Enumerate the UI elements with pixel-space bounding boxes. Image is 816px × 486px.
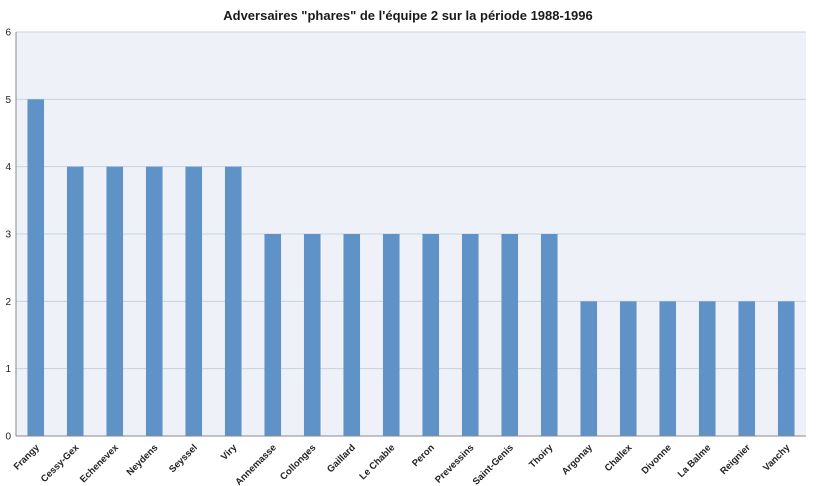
x-tick-label: Peron [410,442,437,469]
y-tick-label: 5 [5,95,11,106]
x-tick-label: Challex [603,442,635,474]
x-tick-label: Reignier [718,442,753,477]
x-tick-label: Thoiry [527,442,556,471]
x-tick-label: Annemasse [233,442,278,486]
x-tick-label: Seyssel [167,442,200,475]
bar-vanchy [777,301,795,436]
x-tick-label: Viry [219,442,240,463]
x-tick-label: Gaillard [325,442,358,475]
y-axis: 0 1 2 3 4 5 6 [5,28,11,443]
bar-neydens [145,166,163,436]
bar-frangy [27,99,45,436]
x-tick-label: Prevessins [433,442,476,485]
bar-le-chable [382,234,400,436]
bar-challex [619,301,637,436]
x-tick-label: Cessy-Gex [39,442,82,485]
bar-echenevex [106,166,124,436]
y-tick-label: 0 [5,432,11,443]
chart-title: Adversaires "phares" de l'équipe 2 sur l… [223,8,593,23]
y-tick-label: 1 [5,364,11,375]
bar-viry [224,166,242,436]
bar-annemasse [264,234,282,436]
bar-prevessins [461,234,479,436]
x-tick-label: Divonne [640,442,674,476]
y-tick-label: 3 [5,230,11,241]
y-tick-label: 2 [5,297,11,308]
x-tick-label: Vanchy [761,442,793,474]
x-tick-label: Collonges [278,442,318,482]
bar-divonne [659,301,677,436]
bar-thoiry [540,234,558,436]
y-tick-label: 4 [5,162,11,173]
bar-reignier [738,301,756,436]
bars [27,99,795,436]
bar-gaillard [343,234,361,436]
bar-argonay [580,301,598,436]
bar-la-balme [698,301,716,436]
x-tick-label: Echenevex [78,442,121,485]
x-tick-label: Argonay [560,442,596,478]
x-tick-label: Frangy [12,442,43,473]
bar-seyssel [185,166,203,436]
y-tick-label: 6 [5,28,11,39]
x-tick-label: La Balme [676,442,714,480]
bar-saint-genis [501,234,519,436]
x-tick-label: Neydens [125,442,161,478]
bar-cessy-gex [66,166,84,436]
bar-peron [422,234,440,436]
x-tick-label: Le Chable [357,442,397,482]
bar-collonges [303,234,321,436]
x-tick-label: Saint-Genis [471,442,516,486]
